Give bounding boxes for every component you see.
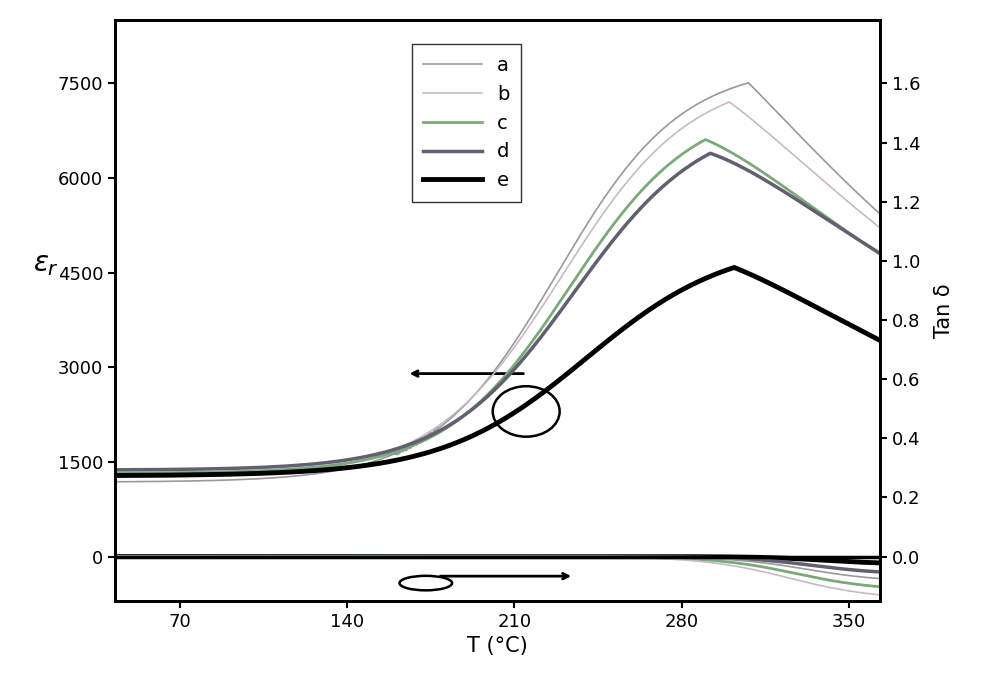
Y-axis label: $\varepsilon_r$: $\varepsilon_r$ xyxy=(33,250,59,278)
Legend: a, b, c, d, e: a, b, c, d, e xyxy=(412,45,521,202)
X-axis label: T (°C): T (°C) xyxy=(467,636,528,656)
Y-axis label: Tan δ: Tan δ xyxy=(934,284,954,338)
